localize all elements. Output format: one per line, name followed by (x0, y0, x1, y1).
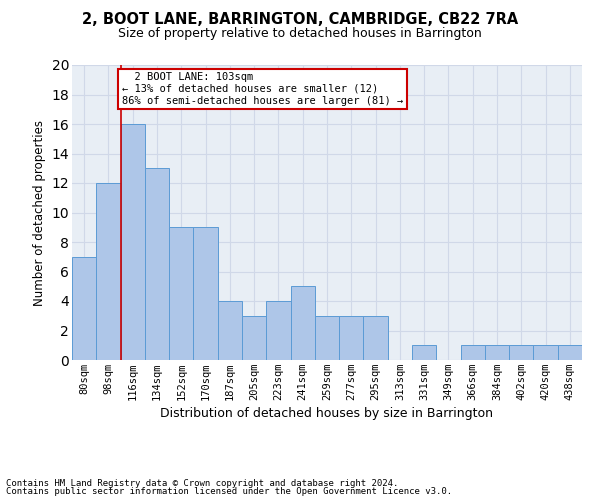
Text: Contains HM Land Registry data © Crown copyright and database right 2024.: Contains HM Land Registry data © Crown c… (6, 478, 398, 488)
Bar (461, 345, 485, 360)
Bar (364, 316, 388, 360)
Bar (533, 345, 558, 360)
Bar (412, 345, 436, 360)
Bar (485, 345, 509, 360)
Bar (242, 316, 266, 360)
Text: 2, BOOT LANE, BARRINGTON, CAMBRIDGE, CB22 7RA: 2, BOOT LANE, BARRINGTON, CAMBRIDGE, CB2… (82, 12, 518, 28)
Text: Size of property relative to detached houses in Barrington: Size of property relative to detached ho… (118, 28, 482, 40)
Bar (315, 316, 339, 360)
Bar (339, 316, 364, 360)
Text: Contains public sector information licensed under the Open Government Licence v3: Contains public sector information licen… (6, 487, 452, 496)
Y-axis label: Number of detached properties: Number of detached properties (33, 120, 46, 306)
Bar (96, 183, 121, 360)
Bar (218, 301, 242, 360)
Bar (558, 345, 582, 360)
Text: 2 BOOT LANE: 103sqm
← 13% of detached houses are smaller (12)
86% of semi-detach: 2 BOOT LANE: 103sqm ← 13% of detached ho… (122, 72, 403, 106)
Bar (169, 227, 193, 360)
Bar (509, 345, 533, 360)
Bar (193, 227, 218, 360)
Bar (72, 257, 96, 360)
X-axis label: Distribution of detached houses by size in Barrington: Distribution of detached houses by size … (161, 407, 493, 420)
Bar (290, 286, 315, 360)
Bar (121, 124, 145, 360)
Bar (266, 301, 290, 360)
Bar (145, 168, 169, 360)
